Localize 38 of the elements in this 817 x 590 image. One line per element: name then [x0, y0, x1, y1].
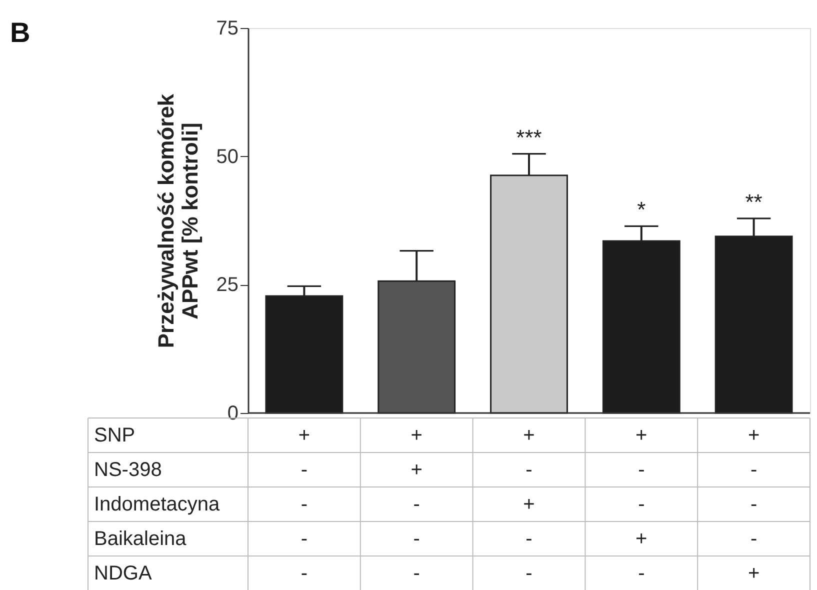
data-label: *** [516, 124, 542, 150]
text: - [638, 458, 645, 481]
text: - [750, 493, 758, 516]
text: + [523, 424, 535, 446]
y-axis-title: Przeżywalność komórek APPwt [% kontroli] [153, 93, 202, 348]
text: - [526, 562, 532, 584]
y-tick-label: 50 [216, 146, 238, 168]
text: - [300, 562, 308, 584]
text: - [300, 528, 308, 550]
text: Indometacyna [94, 493, 221, 516]
text: + [410, 424, 422, 446]
text: + [748, 562, 760, 584]
text: + [748, 424, 760, 446]
text: - [526, 458, 532, 481]
text: Baikaleina [94, 528, 188, 550]
text: NDGA [94, 562, 152, 584]
text: - [413, 562, 420, 584]
text: B [10, 17, 30, 48]
y-tick-label: 25 [216, 274, 238, 296]
text: NS-398 [94, 458, 162, 481]
text: - [526, 528, 532, 550]
text: + [523, 493, 535, 516]
text: - [300, 458, 308, 481]
text: - [638, 562, 645, 584]
text: - [413, 528, 420, 550]
text: + [636, 528, 648, 550]
text: + [410, 458, 422, 481]
text: - [413, 493, 420, 516]
text: SNP [94, 424, 136, 446]
text: - [750, 458, 758, 481]
text: - [750, 528, 758, 550]
data-label: ** [745, 189, 763, 214]
text: - [638, 493, 645, 516]
y-tick-label: 75 [216, 18, 238, 40]
text: + [298, 424, 310, 446]
text: + [636, 424, 648, 446]
data-label: * [637, 197, 646, 222]
text: - [300, 493, 308, 516]
